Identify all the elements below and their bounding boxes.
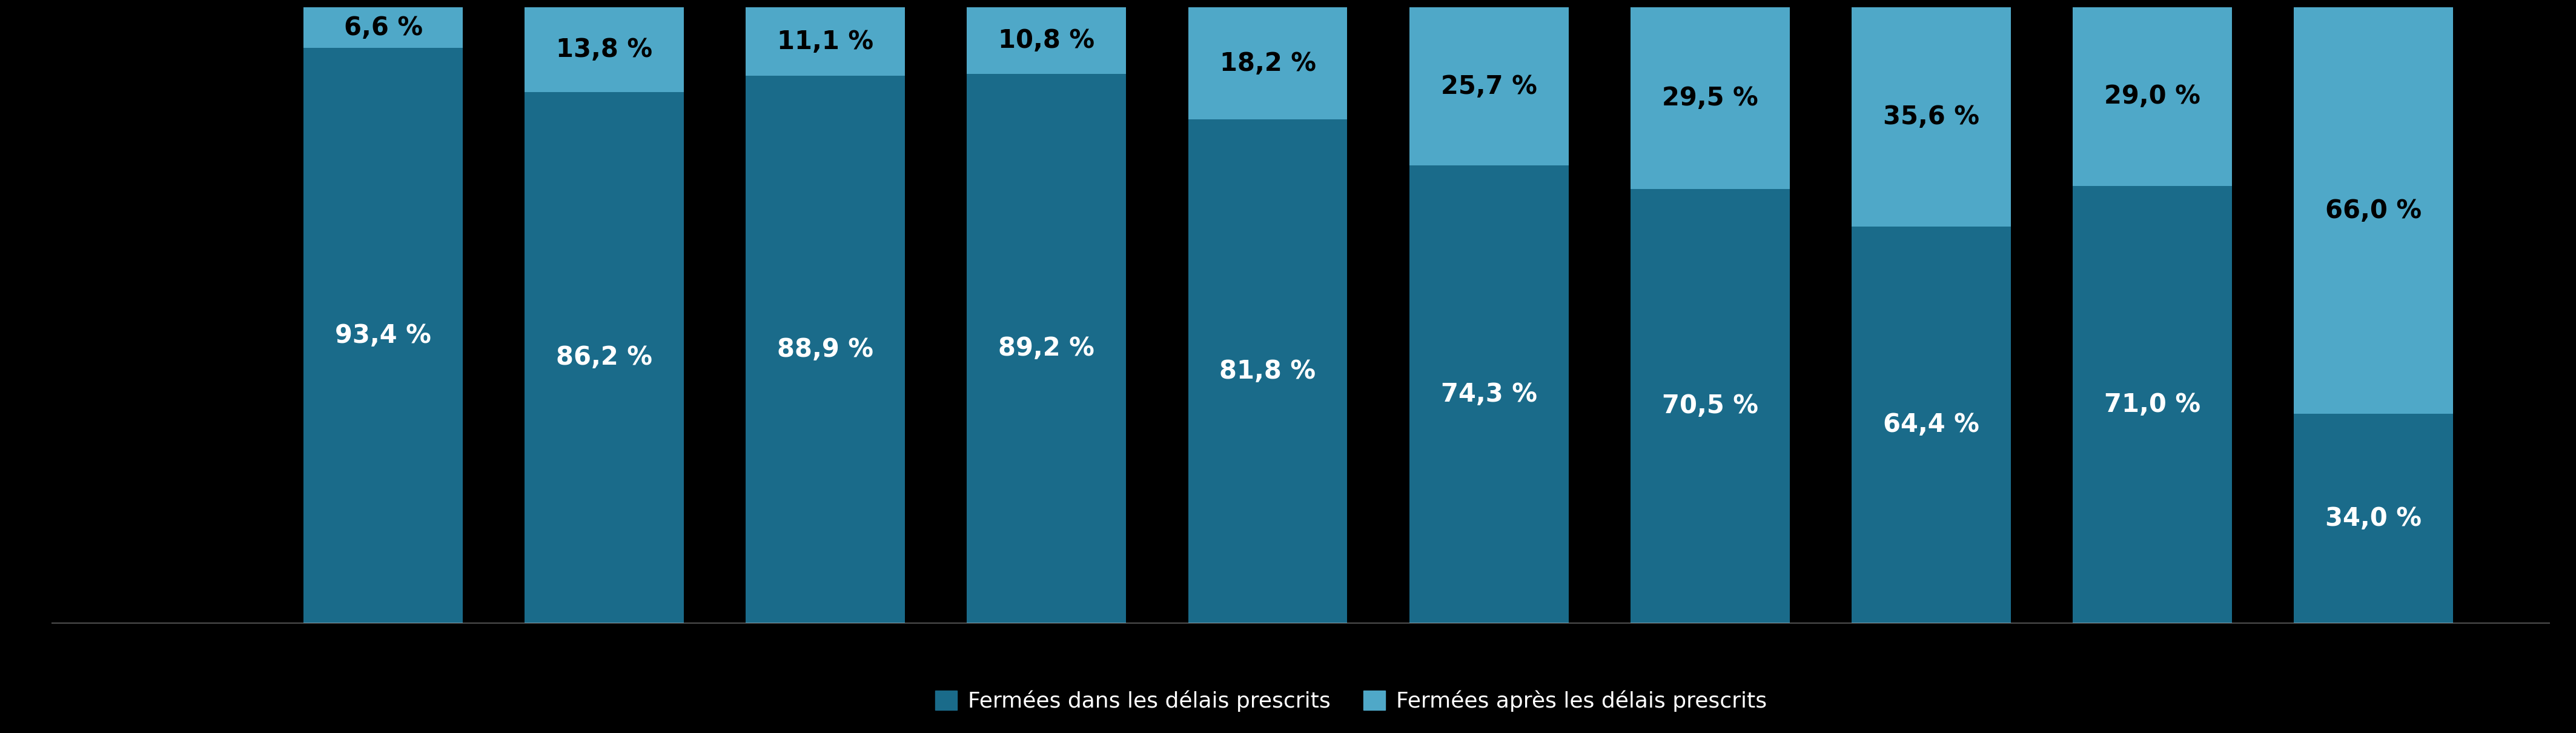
Bar [2074, 7, 2231, 186]
Text: 29,5 %: 29,5 % [1662, 86, 1757, 111]
Bar [526, 92, 685, 623]
Bar [1631, 189, 1790, 623]
Text: 74,3 %: 74,3 % [1440, 382, 1538, 407]
Text: 25,7 %: 25,7 % [1440, 74, 1538, 99]
Text: 18,2 %: 18,2 % [1218, 51, 1316, 76]
Bar [966, 7, 1126, 74]
Text: 71,0 %: 71,0 % [2105, 391, 2200, 417]
Text: 70,5 %: 70,5 % [1662, 394, 1757, 419]
Bar [966, 74, 1126, 623]
Text: 89,2 %: 89,2 % [999, 336, 1095, 361]
Bar [1852, 226, 2012, 623]
Text: 88,9 %: 88,9 % [778, 336, 873, 362]
Text: 6,6 %: 6,6 % [343, 15, 422, 40]
Bar [526, 7, 685, 92]
Text: 34,0 %: 34,0 % [2326, 506, 2421, 531]
Bar [2074, 186, 2231, 623]
Bar [1409, 7, 1569, 166]
Text: 86,2 %: 86,2 % [556, 345, 652, 370]
Text: 35,6 %: 35,6 % [1883, 104, 1978, 130]
Text: 11,1 %: 11,1 % [778, 29, 873, 54]
Bar [304, 7, 464, 48]
Bar [304, 48, 464, 623]
Text: 66,0 %: 66,0 % [2326, 198, 2421, 224]
Bar [747, 7, 904, 75]
Bar [2293, 413, 2452, 623]
Legend: Fermées dans les délais prescrits, Fermées après les délais prescrits: Fermées dans les délais prescrits, Fermé… [925, 679, 1777, 723]
Text: 13,8 %: 13,8 % [556, 37, 652, 62]
Bar [1188, 119, 1347, 623]
Text: 29,0 %: 29,0 % [2105, 84, 2200, 109]
Bar [1852, 7, 2012, 226]
Bar [1409, 166, 1569, 623]
Text: 64,4 %: 64,4 % [1883, 412, 1978, 438]
Bar [1631, 7, 1790, 189]
Bar [1188, 7, 1347, 119]
Text: 81,8 %: 81,8 % [1218, 358, 1316, 384]
Bar [2293, 7, 2452, 413]
Bar [747, 75, 904, 623]
Text: 10,8 %: 10,8 % [999, 28, 1095, 54]
Text: 93,4 %: 93,4 % [335, 323, 430, 348]
